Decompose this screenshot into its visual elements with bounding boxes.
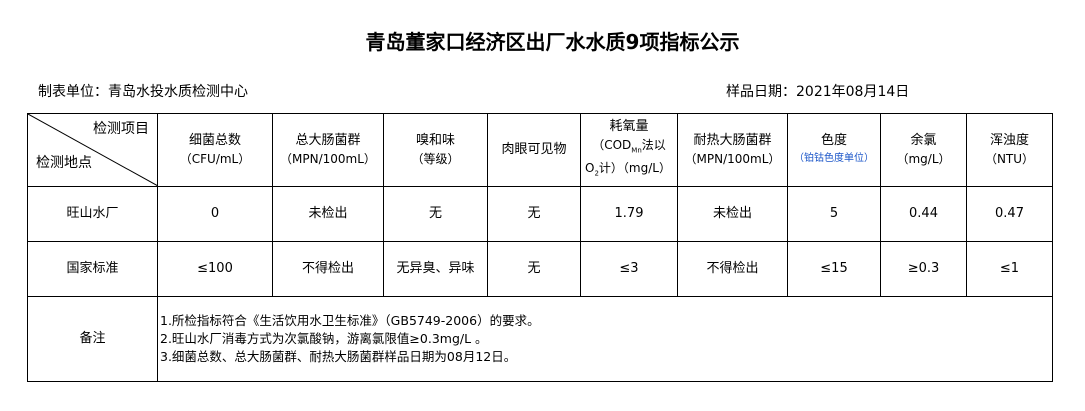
- notes-label: 备注: [27, 296, 158, 382]
- col-name: 嗅和味: [415, 133, 455, 148]
- col-name: 肉眼可见物: [501, 142, 567, 157]
- col-odor: 嗅和味 （等级）: [383, 113, 488, 187]
- cell: 无: [487, 186, 581, 242]
- cell: 0.47: [966, 186, 1053, 242]
- col-unit: （MPN/100mL）: [280, 152, 376, 166]
- col-name: 色度: [820, 133, 847, 148]
- cell: 无: [487, 241, 581, 297]
- col-name: 耗氧量: [609, 118, 649, 134]
- notes-row: 备注 1.所检指标符合《生活饮用水卫生标准》（GB5749-2006）的要求。 …: [27, 296, 1053, 382]
- col-unit: （NTU）: [984, 152, 1035, 166]
- corner-cell: 检测项目 检测地点: [27, 113, 158, 187]
- cell: ≤1: [966, 241, 1053, 297]
- col-name: 总大肠菌群: [295, 133, 361, 148]
- cell: 无: [383, 186, 488, 242]
- row-label: 国家标准: [27, 241, 158, 297]
- col-color: 色度 （铂钴色度单位）: [787, 113, 881, 187]
- water-quality-table: 检测项目 检测地点 细菌总数 （CFU/mL） 总大肠菌群 （MPN/100mL） …: [27, 113, 1053, 382]
- col-unit: （MPN/100mL）: [684, 152, 781, 166]
- col-chlorine: 余氯 （mg/L）: [880, 113, 967, 187]
- col-unit-2: O2计）（mg/L）: [581, 159, 677, 182]
- unit-part: 法以: [641, 137, 666, 152]
- unit-part: 计）（mg/L）: [598, 161, 671, 175]
- cell: 无异臭、异味: [383, 241, 488, 297]
- col-bacteria: 细菌总数 （CFU/mL）: [157, 113, 273, 187]
- note-line: 2.旺山水厂消毒方式为次氯酸钠，游离氯限值≥0.3mg/L 。: [160, 331, 488, 346]
- col-unit: （CFU/mL）: [179, 152, 251, 166]
- unit-sub: 2: [594, 169, 599, 178]
- cell: 不得检出: [677, 241, 788, 297]
- cell: 5: [787, 186, 881, 242]
- table-row: 国家标准 ≤100 不得检出 无异臭、异味 无 ≤3 不得检出 ≤15 ≥0.3…: [27, 241, 1053, 297]
- cell: 1.79: [580, 186, 678, 242]
- unit-part: （COD: [592, 137, 632, 152]
- col-name: 细菌总数: [188, 133, 241, 148]
- notes-content: 1.所检指标符合《生活饮用水卫生标准》（GB5749-2006）的要求。 2.旺…: [157, 296, 1053, 382]
- col-name: 余氯: [910, 133, 937, 148]
- cell: ≥0.3: [880, 241, 967, 297]
- diagonal-line: [28, 114, 158, 186]
- table-row: 旺山水厂 0 未检出 无 无 1.79 未检出 5 0.44 0.47: [27, 186, 1053, 242]
- cell: 不得检出: [272, 241, 384, 297]
- col-visible: 肉眼可见物: [487, 113, 581, 187]
- note-line: 3.细菌总数、总大肠菌群、耐热大肠菌群样品日期为08月12日。: [160, 349, 517, 364]
- sample-date: 样品日期：2021年08月14日: [726, 84, 910, 100]
- col-name: 耐热大肠菌群: [693, 133, 772, 148]
- col-unit: （等级）: [411, 152, 460, 166]
- row-label: 旺山水厂: [27, 186, 158, 242]
- page-title: 青岛董家口经济区出厂水水质9项指标公示: [365, 30, 740, 54]
- cell: ≤15: [787, 241, 881, 297]
- cell: 0: [157, 186, 273, 242]
- col-name: 浑浊度: [989, 133, 1029, 148]
- col-unit: （CODMn法以: [581, 136, 677, 159]
- cell: ≤100: [157, 241, 273, 297]
- col-unit: （铂钴色度单位）: [794, 153, 874, 164]
- corner-bottom-label: 检测地点: [36, 155, 92, 171]
- unit-sub: Mn: [631, 146, 642, 154]
- cell: ≤3: [580, 241, 678, 297]
- header-row: 检测项目 检测地点 细菌总数 （CFU/mL） 总大肠菌群 （MPN/100mL） …: [27, 113, 1053, 187]
- col-thermo-coliform: 耐热大肠菌群 （MPN/100mL）: [677, 113, 788, 187]
- cell: 未检出: [677, 186, 788, 242]
- cell: 0.44: [880, 186, 967, 242]
- issuing-unit: 制表单位：青岛水投水质检测中心: [38, 84, 248, 100]
- col-unit: （mg/L）: [896, 152, 951, 166]
- unit-part: O: [585, 161, 595, 175]
- cell: 未检出: [272, 186, 384, 242]
- col-cod: 耗氧量 （CODMn法以 O2计）（mg/L）: [580, 113, 678, 187]
- col-coliform: 总大肠菌群 （MPN/100mL）: [272, 113, 384, 187]
- corner-top-label: 检测项目: [93, 121, 149, 137]
- col-turbidity: 浑浊度 （NTU）: [966, 113, 1053, 187]
- note-line: 1.所检指标符合《生活饮用水卫生标准》（GB5749-2006）的要求。: [160, 313, 540, 328]
